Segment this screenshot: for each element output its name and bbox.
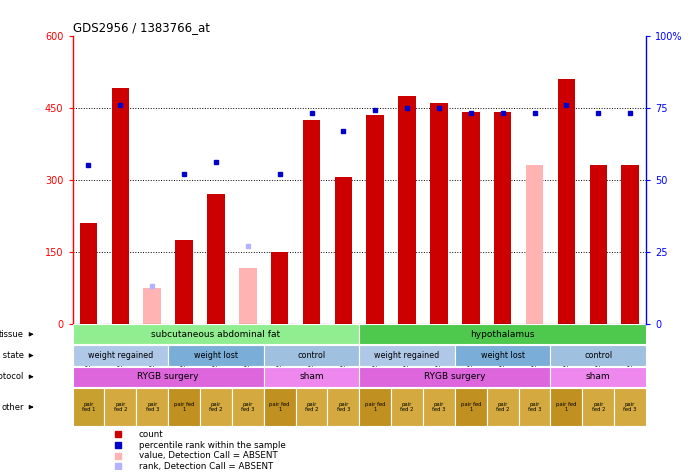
Bar [111, 88, 129, 324]
Text: disease state: disease state [0, 351, 23, 360]
Text: sham: sham [586, 372, 611, 381]
Bar [200, 388, 232, 426]
Bar [168, 346, 264, 366]
Bar [526, 165, 543, 324]
Text: pair fed
1: pair fed 1 [269, 401, 290, 412]
Text: RYGB surgery: RYGB surgery [138, 372, 199, 381]
Bar [73, 346, 168, 366]
Bar [239, 268, 256, 324]
Text: pair
fed 1: pair fed 1 [82, 401, 95, 412]
Text: pair
fed 2: pair fed 2 [113, 401, 127, 412]
Text: rank, Detection Call = ABSENT: rank, Detection Call = ABSENT [138, 462, 273, 471]
Text: pair
fed 2: pair fed 2 [496, 401, 509, 412]
Bar [583, 388, 614, 426]
Text: pair
fed 2: pair fed 2 [209, 401, 223, 412]
Text: pair fed
1: pair fed 1 [365, 401, 386, 412]
Text: control: control [584, 351, 612, 360]
Bar [136, 388, 168, 426]
Text: RYGB surgery: RYGB surgery [424, 372, 486, 381]
Bar [558, 79, 575, 324]
Bar [334, 177, 352, 324]
Bar [398, 96, 416, 324]
Text: sham: sham [299, 372, 324, 381]
Bar [551, 388, 583, 426]
Bar [423, 388, 455, 426]
Bar [359, 346, 455, 366]
Bar [614, 388, 646, 426]
Bar [73, 366, 264, 387]
Text: subcutaneous abdominal fat: subcutaneous abdominal fat [151, 330, 281, 339]
Bar [366, 115, 384, 324]
Bar [430, 103, 448, 324]
Bar [519, 388, 551, 426]
Text: other: other [1, 402, 23, 411]
Bar [551, 366, 646, 387]
Bar [104, 388, 136, 426]
Bar [621, 165, 639, 324]
Bar [168, 388, 200, 426]
Bar [455, 346, 551, 366]
Text: weight lost: weight lost [481, 351, 524, 360]
Bar [79, 223, 97, 324]
Text: weight regained: weight regained [375, 351, 439, 360]
Bar [359, 388, 391, 426]
Text: value, Detection Call = ABSENT: value, Detection Call = ABSENT [138, 451, 277, 460]
Bar [455, 388, 486, 426]
Text: pair
fed 3: pair fed 3 [623, 401, 637, 412]
Bar [264, 366, 359, 387]
Text: pair
fed 3: pair fed 3 [337, 401, 350, 412]
Text: pair fed
1: pair fed 1 [461, 401, 481, 412]
Bar [359, 366, 551, 387]
Text: weight lost: weight lost [194, 351, 238, 360]
Bar [303, 119, 321, 324]
Bar [73, 388, 104, 426]
Text: weight regained: weight regained [88, 351, 153, 360]
Bar [359, 324, 646, 345]
Text: control: control [297, 351, 325, 360]
Bar [207, 194, 225, 324]
Text: tissue: tissue [0, 330, 23, 339]
Bar [264, 346, 359, 366]
Bar [494, 112, 511, 324]
Text: pair
fed 2: pair fed 2 [591, 401, 605, 412]
Bar [264, 388, 296, 426]
Text: count: count [138, 430, 163, 439]
Bar [296, 388, 328, 426]
Text: pair
fed 3: pair fed 3 [241, 401, 254, 412]
Text: pair
fed 2: pair fed 2 [400, 401, 414, 412]
Bar [462, 112, 480, 324]
Bar [271, 252, 288, 324]
Bar [328, 388, 359, 426]
Bar [232, 388, 264, 426]
Text: pair
fed 3: pair fed 3 [433, 401, 446, 412]
Bar [486, 388, 519, 426]
Bar [391, 388, 423, 426]
Text: pair
fed 3: pair fed 3 [528, 401, 541, 412]
Text: pair
fed 2: pair fed 2 [305, 401, 319, 412]
Text: GDS2956 / 1383766_at: GDS2956 / 1383766_at [73, 21, 209, 35]
Bar [144, 288, 161, 324]
Text: pair fed
1: pair fed 1 [174, 401, 194, 412]
Bar [589, 165, 607, 324]
Text: pair
fed 3: pair fed 3 [146, 401, 159, 412]
Text: percentile rank within the sample: percentile rank within the sample [138, 440, 285, 449]
Text: protocol: protocol [0, 372, 23, 381]
Bar [176, 240, 193, 324]
Bar [551, 346, 646, 366]
Bar [73, 324, 359, 345]
Text: hypothalamus: hypothalamus [471, 330, 535, 339]
Text: pair fed
1: pair fed 1 [556, 401, 577, 412]
